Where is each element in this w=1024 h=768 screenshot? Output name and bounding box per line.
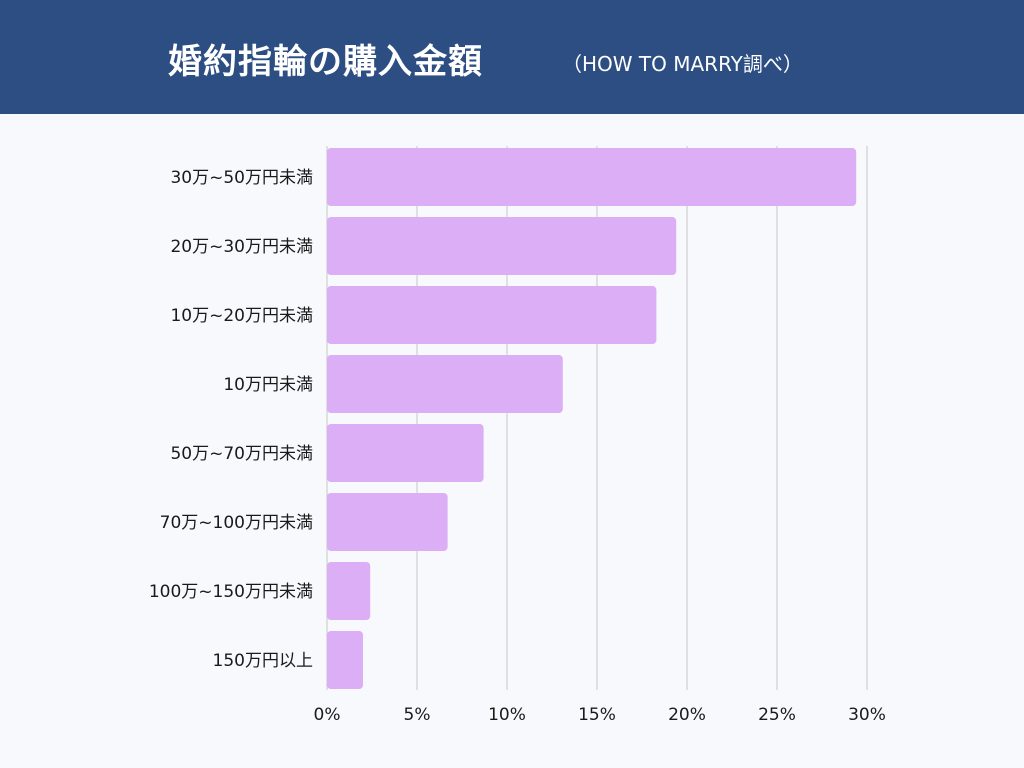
bar <box>327 562 371 620</box>
bar <box>327 286 657 344</box>
bar <box>327 424 484 482</box>
bars <box>327 148 857 689</box>
x-tick-label: 5% <box>404 705 431 725</box>
bar <box>327 631 363 689</box>
category-label: 10万円未満 <box>223 375 313 395</box>
category-label: 30万~50万円未満 <box>170 168 313 188</box>
chart-title: 婚約指輪の購入金額 <box>168 42 483 82</box>
category-labels: 30万~50万円未満 20万~30万円未満 10万~20万円未満 10万円未満 50万~… <box>149 168 313 671</box>
x-tick-label: 0% <box>314 705 341 725</box>
category-label: 50万~70万円未満 <box>170 444 313 464</box>
x-tick-label: 15% <box>578 705 616 725</box>
category-label: 70万~100万円未満 <box>160 513 313 533</box>
bar <box>327 217 677 275</box>
bar <box>327 355 563 413</box>
category-label: 150万円以上 <box>213 651 313 671</box>
x-tick-label: 10% <box>488 705 526 725</box>
tick-labels: 0% 5% 10% 15% 20% 25% 30% <box>314 705 886 725</box>
category-label: 100万~150万円未満 <box>149 582 313 602</box>
x-tick-label: 30% <box>848 705 886 725</box>
category-label: 10万~20万円未満 <box>170 306 313 326</box>
chart-subtitle: （HOW TO MARRY調べ） <box>562 52 803 76</box>
bar <box>327 493 448 551</box>
x-tick-label: 20% <box>668 705 706 725</box>
header-banner: 婚約指輪の購入金額 （HOW TO MARRY調べ） <box>0 0 1024 114</box>
bar <box>327 148 857 206</box>
x-tick-label: 25% <box>758 705 796 725</box>
category-label: 20万~30万円未満 <box>170 237 313 257</box>
